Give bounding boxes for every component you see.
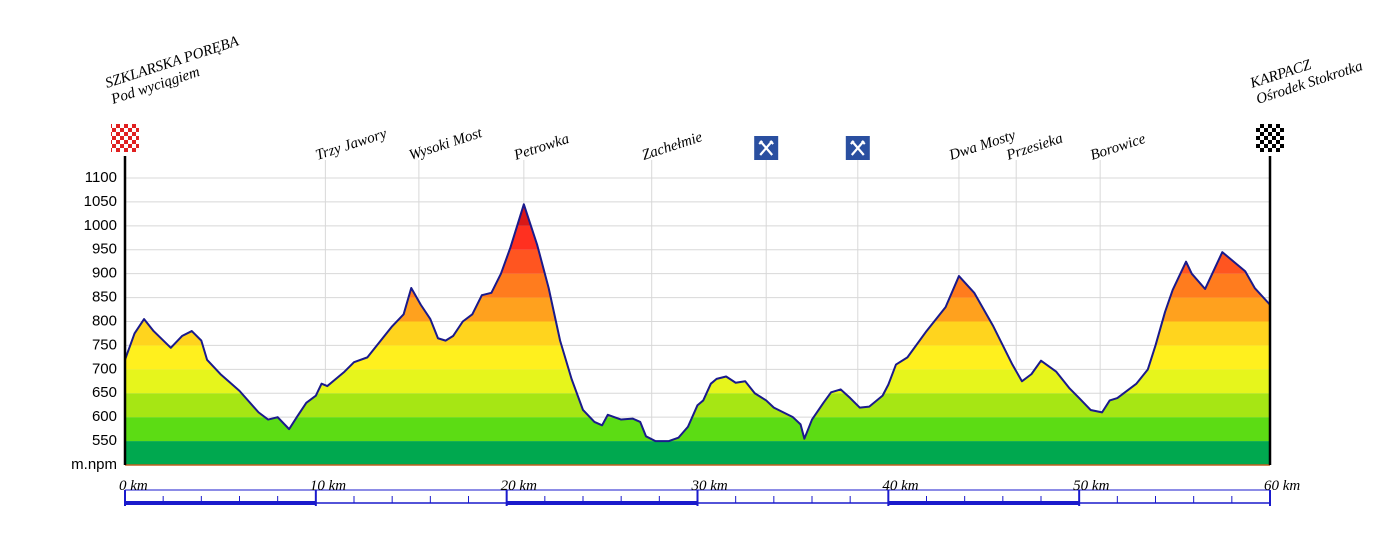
y-tick-label: 800 [92,312,117,329]
y-tick-label: 1050 [84,193,117,210]
y-tick-label: 750 [92,336,117,353]
elevation-band [125,273,1270,298]
elevation-band [125,249,1270,274]
y-tick-label: 850 [92,289,117,306]
scale-segment [125,501,316,505]
icon-cutlery [758,140,774,156]
y-tick-label: 1100 [85,169,117,186]
y-tick-label: 700 [92,360,117,377]
icon-cutlery [850,140,866,156]
y-tick-label: 1000 [84,217,117,234]
restaurant-icon [845,136,870,160]
profile-line [124,203,1271,443]
x-tick-label: 40 km [882,478,918,494]
x-tick-label: 20 km [501,478,537,494]
elevation-band [125,178,1270,202]
x-tick-label: 0 km [119,478,148,494]
y-tick-label: 550 [92,432,117,449]
start-flag [111,124,139,152]
x-tick-label: 30 km [691,478,728,494]
elevation-band [125,441,1270,465]
x-tick-label: 60 km [1264,478,1300,494]
restaurant-icon [754,136,779,160]
elevation-band [125,321,1270,346]
waypoint-label: Borowice [1088,131,1147,164]
waypoint-label: Petrowka [511,131,571,164]
y-tick-label: m.npm [71,456,117,473]
elevation-band [125,345,1270,370]
y-tick-label: 950 [92,241,117,258]
elevation-band [125,204,1270,226]
scale-segment [888,501,1080,505]
elevation-band [125,417,1270,442]
waypoint-label: Zachełmie [640,129,705,164]
finish-flag [1256,124,1284,152]
y-tick-label: 650 [92,384,117,401]
elevation-band [125,225,1270,250]
elevation-band [125,369,1270,394]
y-tick-label: 900 [92,265,117,282]
waypoint-label: Trzy Jawory [314,126,389,164]
waypoint-label: Wysoki Most [407,125,485,164]
elevation-band [125,297,1270,322]
x-tick-label: 50 km [1073,478,1109,494]
scale-segment [506,501,698,505]
x-tick-label: 10 km [310,478,346,494]
y-tick-label: 600 [92,408,117,425]
